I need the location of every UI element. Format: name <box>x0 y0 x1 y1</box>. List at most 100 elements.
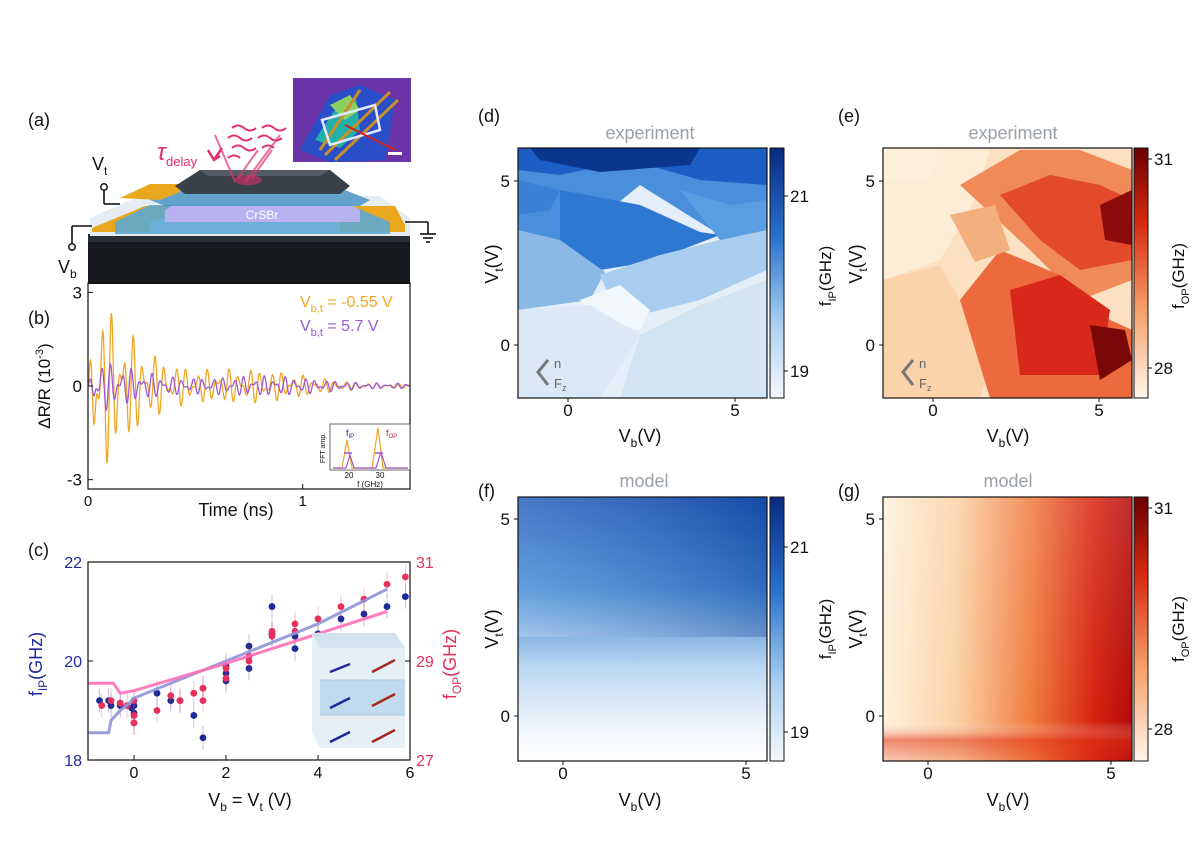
heatmap-e-ytick-0: 0 <box>866 336 875 355</box>
heatmap-f-ylabel: Vt(V) <box>482 609 506 648</box>
chart-c-model-line-2 <box>88 587 388 735</box>
colorbar-f <box>769 496 785 762</box>
heatmap-e-ytick-5: 5 <box>866 172 875 191</box>
heatmap-e: n Fz 31 28 fOP(GHz) 0 5 0 5 Vb(V) Vt(V) <box>846 147 1192 450</box>
heatmap-d-ylabel: Vt(V) <box>482 244 506 283</box>
panel-label-c: (c) <box>28 540 49 560</box>
chart-c-ylabel-right: fOP(GHz) <box>440 629 464 699</box>
heatmap-g: 31 28 fOP(GHz) 0 5 0 5 Vb(V) Vt(V) <box>846 496 1192 814</box>
heatmap-d-ytick-5: 5 <box>501 172 510 191</box>
crystal-flake <box>165 204 360 222</box>
chart-c-point-1-20 <box>291 620 299 628</box>
chart-c-point-0-18 <box>245 642 253 650</box>
fft-inset: fIP fOP 20 30 f (GHz) FFT amp. <box>320 423 411 489</box>
chart-c-point-1-0 <box>98 702 106 709</box>
panel-label-g: (g) <box>838 481 860 501</box>
colorbar-g <box>1133 496 1149 762</box>
chart-c-xtick-0: 0 <box>130 765 139 782</box>
heatmap-g-ylabel: Vt(V) <box>846 609 870 648</box>
colorbar-d <box>769 147 785 399</box>
chart-c-point-1-2 <box>116 699 124 707</box>
colorbar-g-tick-top: 31 <box>1154 499 1173 518</box>
heatmap-g-xtick-0: 0 <box>923 764 932 783</box>
heatmap-e-xtick-0: 0 <box>928 401 937 420</box>
fft-fop-label: fOP <box>386 428 397 440</box>
crystal-label: CrSBr <box>246 208 279 222</box>
crystal-layers-inset <box>312 633 405 748</box>
colorbar-g-label: fOP(GHz) <box>1169 596 1192 662</box>
heatmap-g-xlabel: Vb(V) <box>987 790 1030 814</box>
chart-c-point-0-24 <box>337 615 345 623</box>
chart-c-point-1-10 <box>190 689 198 697</box>
heatmap-f-ytick-0: 0 <box>501 707 510 726</box>
chart-c-xtick-1: 2 <box>222 765 231 782</box>
chart-c-point-0-19 <box>268 603 276 610</box>
colorbar-f-label: fIP(GHz) <box>816 599 839 659</box>
legend-b-series-1: Vb,t = -0.55 V <box>300 294 393 315</box>
vb-terminal <box>68 243 76 251</box>
heatmap-d-ytick-0: 0 <box>501 336 510 355</box>
colorbar-f-tick-top: 21 <box>790 538 809 557</box>
heatmap-f-xtick-0: 0 <box>558 764 567 783</box>
chart-c-point-0-22 <box>291 645 299 653</box>
chart-c-point-1-8 <box>167 692 175 700</box>
arrow-n-label: n <box>554 356 561 371</box>
chart-c-point-1-25 <box>402 573 409 581</box>
chart-c-point-1-5 <box>130 712 138 719</box>
chart-c-point-0-27 <box>402 593 409 601</box>
legend-b-series-2: Vb,t = 5.7 V <box>300 318 379 339</box>
substrate-block <box>88 242 410 284</box>
heatmap-d-xlabel: Vb(V) <box>619 426 662 450</box>
vt-terminal <box>100 183 108 191</box>
map-f-title: model <box>619 471 668 491</box>
colorbar-f-tick-bottom: 19 <box>790 723 809 742</box>
chart-c-point-0-8 <box>153 689 161 697</box>
chart-c-point-1-13 <box>222 674 230 682</box>
chart-c-point-1-24 <box>383 580 391 588</box>
tau-label: τdelay <box>157 139 198 169</box>
chart-c-point-0-9 <box>167 697 175 704</box>
heatmap-g-ytick-5: 5 <box>866 510 875 529</box>
chart-c-point-0-7 <box>130 702 138 709</box>
vt-label: Vt <box>92 154 108 178</box>
heatmap-e-xlabel: Vb(V) <box>987 426 1030 450</box>
chart-c-ytick-left-0: 22 <box>64 555 82 572</box>
chart-c-ytick-right-1: 29 <box>416 654 434 671</box>
heatmap-g-xtick-5: 5 <box>1106 764 1115 783</box>
colorbar-d-label: fIP(GHz) <box>816 246 839 306</box>
chart-c-point-0-11 <box>190 712 198 719</box>
panel-label-e: (e) <box>838 106 860 126</box>
top-electrode <box>120 184 180 200</box>
fft-tick-30: 30 <box>376 471 385 480</box>
arrow-fz-label: Fz <box>554 376 567 393</box>
chart-c: 0 2 4 6 22 20 18 31 29 27 Vb = Vt (V) fIP(GHz) fO… <box>26 555 464 814</box>
chart-c-point-1-9 <box>176 697 184 704</box>
chart-c-point-1-7 <box>153 707 161 714</box>
microscope-image <box>293 78 411 162</box>
fft-tick-20: 20 <box>345 471 354 480</box>
chart-c-point-0-17 <box>245 665 253 672</box>
heatmap-f-xtick-5: 5 <box>741 764 750 783</box>
chart-c-ytick-right-0: 31 <box>416 555 434 572</box>
panel-label-d: (d) <box>478 106 500 126</box>
chart-c-point-0-2 <box>107 702 115 709</box>
heatmap-d-xtick-0: 0 <box>563 401 572 420</box>
chart-c-point-1-17 <box>268 632 276 640</box>
chart-c-point-1-11 <box>199 684 207 692</box>
heatmap-f-xlabel: Vb(V) <box>619 790 662 814</box>
chart-c-point-0-26 <box>383 603 391 610</box>
chart-c-point-1-21 <box>314 615 322 623</box>
chart-c-ytick-left-2: 18 <box>64 753 82 770</box>
panel-label-a: (a) <box>28 110 50 130</box>
chart-b-xtick-1: 1 <box>298 493 306 510</box>
chart-c-xtick-3: 6 <box>406 765 415 782</box>
colorbar-d-tick-top: 21 <box>790 187 809 206</box>
heatmap-e-xtick-5: 5 <box>1094 401 1103 420</box>
chart-c-ytick-right-2: 27 <box>416 753 434 770</box>
chart-c-point-1-18 <box>268 627 276 635</box>
heatmap-f: 21 19 fIP(GHz) 0 5 0 5 Vb(V) Vt(V) <box>482 496 839 814</box>
chart-b-ytick-2: -3 <box>67 471 82 490</box>
chart-b-xtick-0: 0 <box>84 493 92 510</box>
map-d-title: experiment <box>605 123 694 143</box>
map-e-title: experiment <box>968 123 1057 143</box>
